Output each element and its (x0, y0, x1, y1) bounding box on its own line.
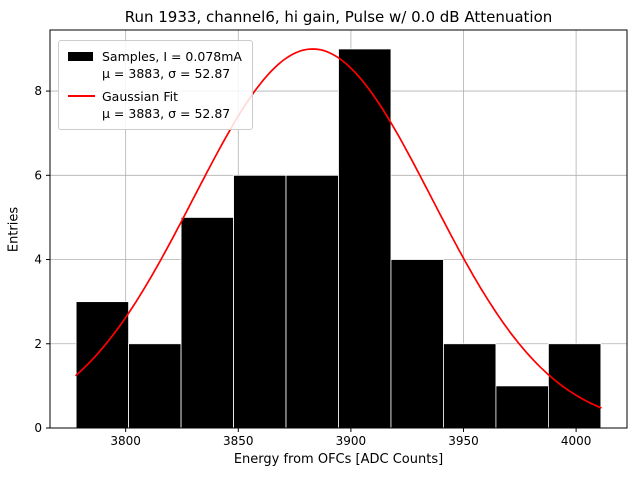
y-axis-label: Entries (6, 206, 22, 253)
y-tick-label: 2 (34, 337, 42, 351)
histogram-bar (390, 259, 444, 429)
gaussian-fit-curve (75, 48, 602, 409)
histogram-bar (338, 48, 392, 429)
legend: Samples, I = 0.078mA μ = 3883, σ = 52.87… (58, 40, 253, 130)
x-tick-label: 3800 (110, 434, 141, 448)
x-tick-label: 4000 (561, 434, 592, 448)
histogram-bar (233, 174, 287, 429)
histogram-bar (285, 174, 339, 429)
histogram-bar (180, 217, 234, 429)
legend-gaussian-stats: μ = 3883, σ = 52.87 (102, 105, 231, 121)
chart-title: Run 1933, channel6, hi gain, Pulse w/ 0.… (124, 8, 553, 26)
samples-swatch-icon (68, 52, 93, 61)
y-tick-label: 4 (34, 253, 42, 267)
legend-entry-gaussian-fit: Gaussian Fit μ = 3883, σ = 52.87 (68, 88, 242, 123)
x-tick-label: 3900 (336, 434, 367, 448)
legend-samples-label: Samples, I = 0.078mA (102, 49, 242, 64)
axes-frame (49, 29, 628, 429)
x-axis-label: Energy from OFCs [ADC Counts] (233, 452, 444, 467)
gaussian-fit-swatch-icon (68, 95, 95, 97)
y-tick-label: 6 (34, 168, 42, 182)
y-tick-label: 0 (34, 421, 42, 435)
histogram-bar (495, 385, 549, 429)
legend-entry-samples: Samples, I = 0.078mA μ = 3883, σ = 52.87 (68, 48, 242, 83)
histogram-bar (443, 343, 497, 429)
histogram-bar (128, 343, 182, 429)
y-tick-label: 8 (34, 84, 42, 98)
histogram-bar (75, 301, 129, 429)
x-tick-label: 3950 (448, 434, 479, 448)
legend-samples-stats: μ = 3883, σ = 52.87 (102, 66, 231, 82)
x-tick-label: 3850 (223, 434, 254, 448)
histogram-bar (548, 343, 602, 429)
legend-gaussian-label: Gaussian Fit (102, 88, 178, 104)
